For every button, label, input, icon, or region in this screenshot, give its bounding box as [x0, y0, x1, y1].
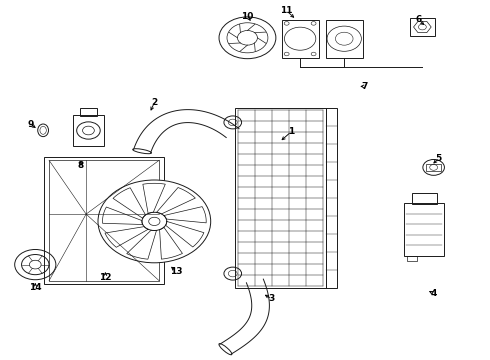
Bar — [407, 256, 416, 261]
Circle shape — [98, 180, 211, 263]
Text: 1: 1 — [289, 127, 294, 136]
Text: 12: 12 — [99, 273, 112, 282]
Text: 6: 6 — [416, 15, 422, 24]
Bar — [404, 203, 444, 256]
Text: 8: 8 — [78, 161, 84, 170]
Bar — [44, 157, 164, 284]
Bar — [326, 108, 337, 288]
Text: 4: 4 — [430, 289, 437, 298]
Bar — [235, 108, 326, 288]
Text: 2: 2 — [151, 98, 157, 107]
Text: 3: 3 — [269, 294, 275, 303]
Bar — [73, 115, 104, 146]
Text: 7: 7 — [362, 82, 368, 91]
Text: 13: 13 — [170, 267, 183, 276]
Text: 11: 11 — [280, 6, 293, 15]
Bar — [49, 160, 159, 281]
Bar — [412, 193, 437, 204]
Text: 10: 10 — [241, 12, 254, 21]
Text: 9: 9 — [27, 120, 34, 129]
Text: 5: 5 — [436, 154, 441, 163]
Bar — [410, 18, 435, 36]
Bar — [426, 164, 441, 171]
Bar — [326, 20, 363, 58]
Bar — [80, 108, 97, 116]
Text: 14: 14 — [29, 284, 42, 292]
Bar — [282, 20, 319, 58]
